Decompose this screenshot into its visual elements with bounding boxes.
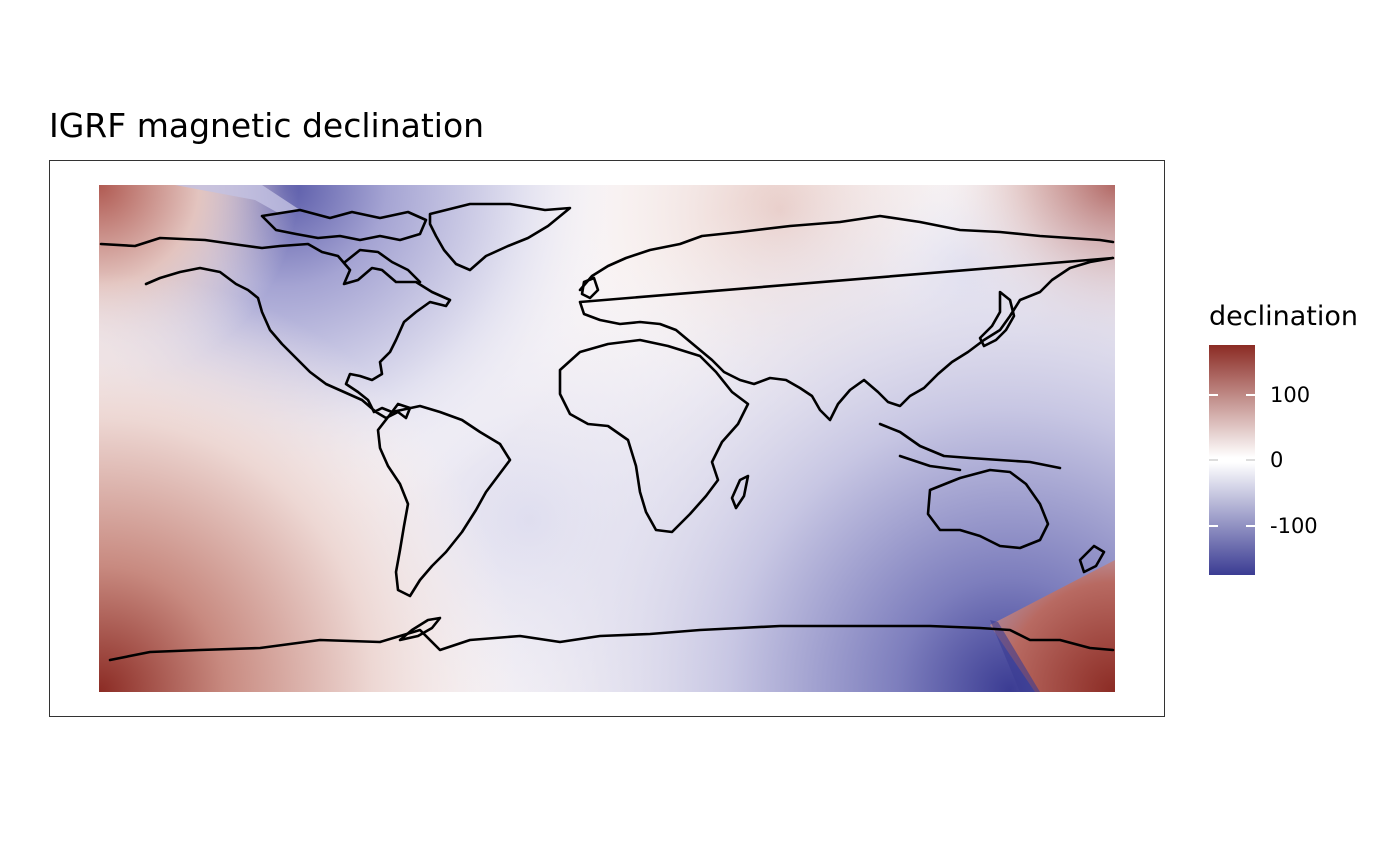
chart-title: IGRF magnetic declination [49,106,485,145]
legend-label-100: 100 [1270,383,1311,407]
legend-tick-0-right [1246,459,1255,461]
coastline-indonesia [878,422,1062,472]
coastline-british-isles [580,276,600,300]
coastline-antarctic-peninsula [398,616,442,642]
coastline-hudson-labrador [343,248,422,284]
coastline-eurasia [578,214,1115,422]
legend-tick-0 [1209,459,1218,461]
coastline-japan [978,290,1016,348]
legend-tick-minus100-right [1246,525,1255,527]
coastline-arctic-islands [260,208,428,242]
coastlines [99,202,1115,662]
coastline-south-america [376,404,512,598]
legend-tick-100 [1209,394,1218,396]
declination-field [99,185,1115,692]
coastline-north-america [99,236,452,420]
coastline-new-zealand [1078,544,1106,574]
coastline-antarctica [108,624,1115,662]
coastline-greenland [428,202,572,272]
coastline-madagascar [730,474,750,510]
coastline-australia [926,468,1050,550]
coastline-africa [558,338,750,534]
legend-tick-minus100 [1209,525,1218,527]
legend-label-minus100: -100 [1270,514,1318,538]
legend-label-0: 0 [1270,448,1284,472]
legend-title: declination [1209,301,1358,332]
legend-tick-100-right [1246,394,1255,396]
